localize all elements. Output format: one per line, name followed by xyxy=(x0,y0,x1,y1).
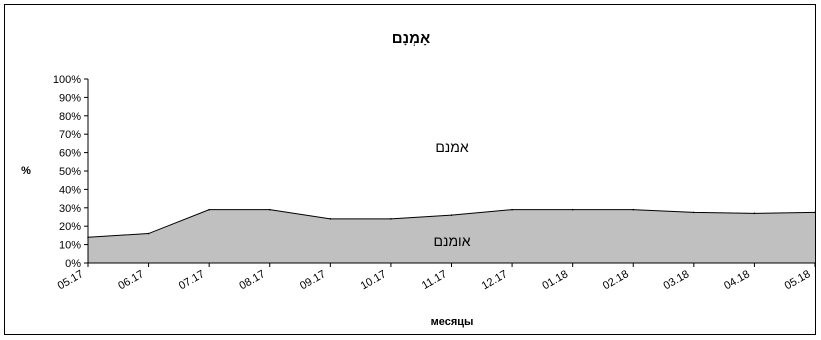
data-point xyxy=(450,214,453,216)
x-tick-label: 02.18 xyxy=(601,268,631,292)
y-tick-label: 90% xyxy=(59,92,81,104)
chart-title: אָמְנָם xyxy=(392,30,430,47)
y-tick-label: 80% xyxy=(59,111,81,123)
y-axis-label: % xyxy=(21,165,31,177)
data-point xyxy=(268,208,271,211)
area-series-1 xyxy=(88,209,815,263)
data-point xyxy=(753,212,756,215)
x-tick-label: 10.17 xyxy=(359,268,389,292)
data-point xyxy=(208,208,210,211)
region-label-bottom: אומנם xyxy=(434,233,471,249)
data-point xyxy=(632,208,635,211)
x-tick-label: 07.17 xyxy=(177,268,207,292)
x-tick-label: 04.18 xyxy=(722,268,752,292)
y-tick-label: 0% xyxy=(65,258,81,270)
y-tick-label: 30% xyxy=(59,203,81,215)
x-tick-label: 05.17 xyxy=(56,268,86,292)
data-point xyxy=(511,208,513,211)
data-point xyxy=(814,211,816,214)
data-point xyxy=(693,211,695,214)
plot-area: 0% 10% 20% 30% 40% 50% 60% 70% 80% 90% 100% 05.17 06… xyxy=(53,74,816,292)
data-point xyxy=(571,208,574,211)
x-tick-label: 11.17 xyxy=(420,268,449,292)
y-tick-label: 20% xyxy=(59,221,81,233)
x-tick-label: 09.17 xyxy=(298,268,328,292)
data-point xyxy=(147,232,150,235)
region-label-top: אמנם xyxy=(435,139,469,155)
data-point xyxy=(390,218,392,220)
y-tick-label: 50% xyxy=(59,166,81,178)
y-tick-label: 10% xyxy=(59,240,81,252)
x-tick-label: 06.17 xyxy=(116,268,146,292)
y-tick-label: 100% xyxy=(53,74,81,86)
y-tick-label: 40% xyxy=(59,184,81,196)
x-axis-label: месяцы xyxy=(431,316,474,328)
data-point xyxy=(329,218,332,220)
y-tick-label: 60% xyxy=(59,148,81,160)
x-tick-label: 12.17 xyxy=(480,268,510,292)
x-tick-label: 03.18 xyxy=(661,268,691,292)
x-tick-label: 08.17 xyxy=(237,268,267,292)
x-tick-label: 05.18 xyxy=(783,268,813,292)
x-tick-label: 01.18 xyxy=(540,268,570,292)
y-tick-label: 70% xyxy=(59,129,81,141)
